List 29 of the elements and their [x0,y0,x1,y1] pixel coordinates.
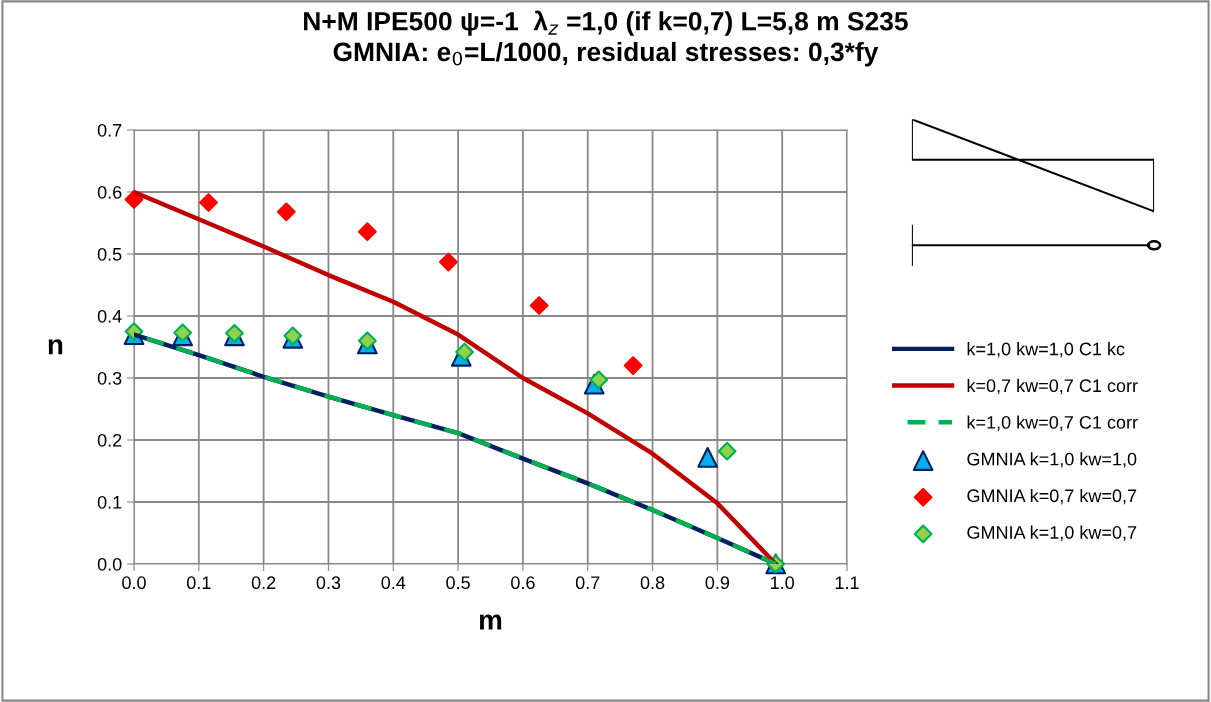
x-tick-label: 0.2 [251,576,276,590]
y-tick-label: 0.6 [97,185,122,199]
y-tick-label: 0.1 [97,495,122,509]
y-tick-label: 0.3 [97,371,122,385]
legend-label: GMNIA k=1,0 kw=1,0 [967,452,1137,468]
y-tick-label: 0.0 [97,557,122,571]
y-axis-title: n [48,339,63,355]
x-tick-label: 0.7 [575,576,600,590]
x-tick-label: 0.6 [511,576,535,590]
y-tick-label: 0.7 [97,123,122,137]
x-tick-label: 0.8 [640,576,665,590]
x-tick-label: 0.3 [316,576,341,590]
legend-label: k=1,0 kw=1,0 C1 kc [967,342,1125,358]
x-tick-label: 0.0 [122,576,146,590]
x-tick-label: 1.0 [771,576,795,590]
x-tick-label: 0.5 [446,576,470,590]
x-tick-label: 0.1 [186,576,211,590]
legend-label: GMNIA k=1,0 kw=0,7 [967,525,1137,541]
y-tick-label: 0.2 [97,433,122,447]
x-tick-label: 0.9 [705,576,730,590]
legend-label: GMNIA k=0,7 kw=0,7 [967,488,1137,505]
y-tick-label: 0.5 [97,247,122,261]
x-axis-title: m [479,614,502,630]
y-tick-label: 0.4 [97,309,122,323]
legend-label: k=0,7 kw=0,7 C1 corr [967,378,1138,395]
x-tick-label: 1.1 [835,576,859,589]
chart-title: N+M IPE500 ψ=-1 λ$_{z}$ =1,0 (if k=0,7) L=5,8 m S235 GMNIA: e$_{0}$=L/1000, residual stresses: 0,3*fy [304,10,908,67]
x-tick-label: 0.4 [381,576,406,590]
legend-label: k=1,0 kw=0,7 C1 corr [967,415,1138,431]
